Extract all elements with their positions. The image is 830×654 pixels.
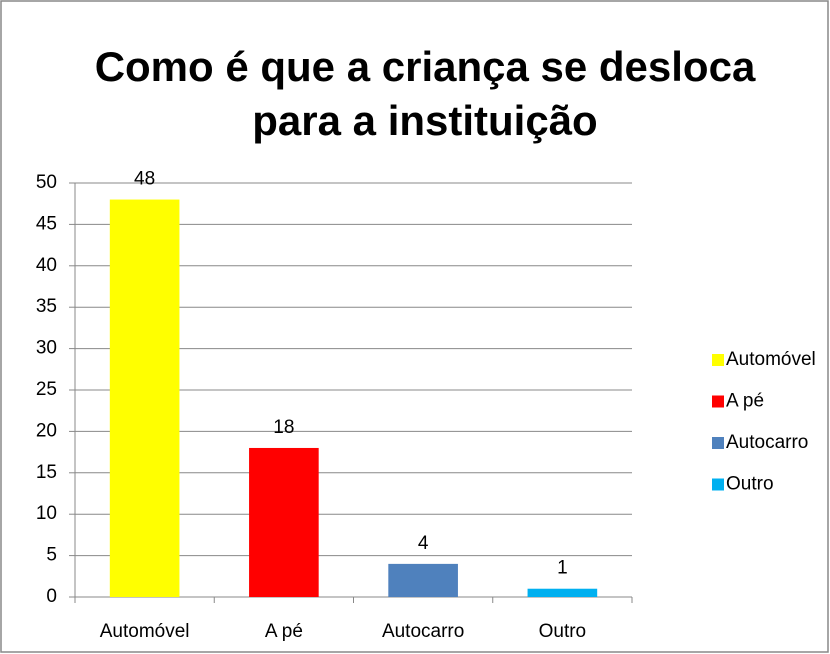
- bar: [249, 447, 319, 597]
- bar: [109, 199, 180, 597]
- y-tick-label: 35: [36, 296, 57, 317]
- y-tick-label: 5: [46, 545, 57, 566]
- legend-swatch: [712, 478, 724, 491]
- legend-swatch: [712, 437, 724, 449]
- chart-title: Como é que a criança se desloca para a i…: [94, 43, 756, 144]
- y-tick-label: 45: [36, 213, 57, 234]
- data-label: 48: [134, 169, 155, 190]
- y-tick-label: 50: [36, 172, 57, 193]
- data-label: 1: [557, 558, 568, 579]
- y-tick-label: 20: [36, 420, 57, 441]
- legend-swatch: [712, 354, 724, 366]
- bar: [527, 588, 598, 597]
- legend-swatch: [712, 395, 724, 408]
- x-tick-label: Autocarro: [382, 621, 464, 642]
- data-label: 4: [418, 533, 429, 554]
- legend-label: Autocarro: [726, 432, 808, 453]
- y-tick-label: 15: [36, 462, 57, 483]
- x-tick-label: Automóvel: [100, 621, 190, 642]
- y-tick-label: 40: [36, 255, 57, 276]
- legend-label: A pé: [726, 391, 764, 412]
- y-tick-label: 25: [36, 379, 57, 400]
- data-label: 18: [273, 417, 294, 438]
- legend-label: Outro: [726, 474, 774, 495]
- y-tick-label: 10: [36, 503, 57, 524]
- y-tick-label: 0: [46, 586, 57, 607]
- bar: [388, 563, 458, 597]
- x-tick-label: Outro: [539, 621, 587, 642]
- x-tick-label: A pé: [265, 621, 303, 642]
- legend-label: Automóvel: [726, 349, 816, 370]
- y-tick-label: 30: [36, 338, 57, 359]
